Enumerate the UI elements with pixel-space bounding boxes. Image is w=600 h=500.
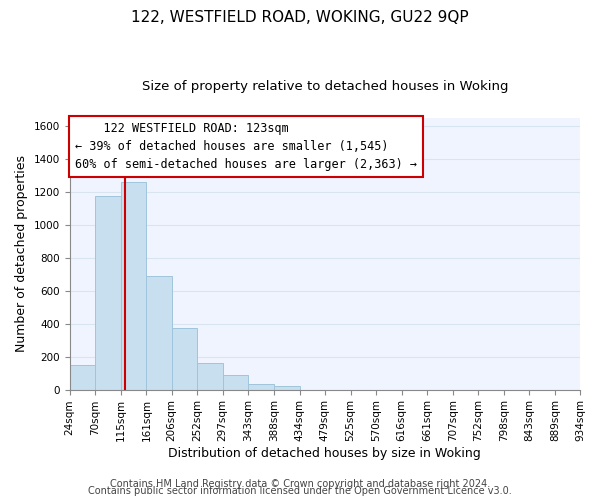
Text: Contains HM Land Registry data © Crown copyright and database right 2024.: Contains HM Land Registry data © Crown c…: [110, 479, 490, 489]
Bar: [223, 375, 248, 390]
Text: 122, WESTFIELD ROAD, WOKING, GU22 9QP: 122, WESTFIELD ROAD, WOKING, GU22 9QP: [131, 10, 469, 25]
Bar: [274, 386, 299, 390]
Bar: [146, 276, 172, 390]
Bar: [95, 196, 121, 390]
Bar: [248, 384, 274, 390]
Title: Size of property relative to detached houses in Woking: Size of property relative to detached ho…: [142, 80, 508, 93]
Bar: [121, 182, 146, 390]
Bar: [70, 365, 95, 390]
X-axis label: Distribution of detached houses by size in Woking: Distribution of detached houses by size …: [169, 447, 481, 460]
Bar: [172, 328, 197, 390]
Y-axis label: Number of detached properties: Number of detached properties: [15, 155, 28, 352]
Text: 122 WESTFIELD ROAD: 123sqm
← 39% of detached houses are smaller (1,545)
60% of s: 122 WESTFIELD ROAD: 123sqm ← 39% of deta…: [74, 122, 416, 171]
Bar: [197, 363, 223, 390]
Text: Contains public sector information licensed under the Open Government Licence v3: Contains public sector information licen…: [88, 486, 512, 496]
